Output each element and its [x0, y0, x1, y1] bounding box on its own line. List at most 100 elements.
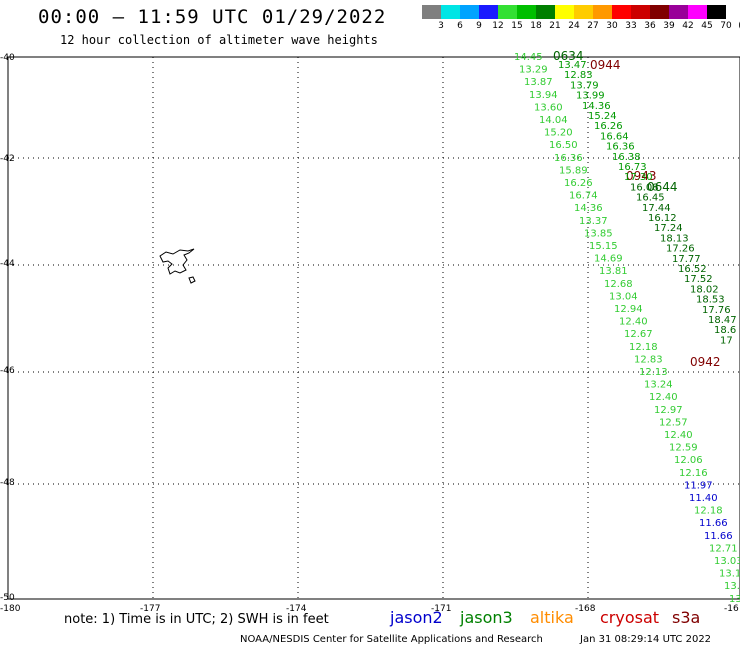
- track-a-value: 13.24: [644, 380, 673, 391]
- legend-label: 12: [492, 21, 504, 31]
- legend-swatch: [707, 5, 726, 19]
- track-b-value: 18.6: [714, 325, 736, 336]
- track-a-value: 14.69: [594, 254, 623, 265]
- track-a-value: 13.37: [579, 216, 608, 227]
- track-a-value: 12.83: [634, 354, 663, 365]
- track-a-value: 12.94: [614, 304, 643, 315]
- legend-label: 9: [476, 21, 482, 31]
- track-b-value: 17.26: [666, 244, 695, 255]
- track-a-value: 11.66: [704, 531, 733, 542]
- track-b-value: 18.53: [696, 295, 725, 306]
- track-a-value: 16.26: [564, 178, 593, 189]
- legend-label: 70: [720, 21, 732, 31]
- pass-label: 0644: [647, 180, 678, 194]
- legend-label: 15: [511, 21, 523, 31]
- track-b-value: 16.52: [678, 264, 707, 275]
- track-a-value: 13.87: [524, 77, 553, 88]
- track-b-value: 13.99: [576, 91, 605, 102]
- track-b-value: 17.77: [672, 254, 701, 265]
- track-a-value: 11.97: [684, 480, 713, 491]
- lat-label: -48: [0, 478, 15, 488]
- track-b-value: 13.47: [558, 60, 587, 71]
- track-b-value: 13.79: [570, 80, 599, 91]
- pass-label: 0634: [553, 49, 584, 63]
- track-a-value: 12.57: [659, 417, 688, 428]
- track-b-value: 16.12: [648, 213, 677, 224]
- track-a-value: 13.2: [724, 581, 740, 592]
- legend-swatch: [517, 5, 536, 19]
- chatham-islands: [159, 248, 196, 284]
- note-text: note: 1) Time is in UTC; 2) SWH is in fe…: [64, 612, 329, 627]
- legend-label: 6: [457, 21, 463, 31]
- track-a-value: 12.18: [629, 342, 658, 353]
- legend-swatch: [669, 5, 688, 19]
- track-a-value: 13.03: [714, 556, 740, 567]
- lon-label: -171: [431, 604, 452, 614]
- track-b-value: 16.45: [636, 193, 665, 204]
- map-grid: [8, 57, 740, 599]
- lat-label: -44: [0, 259, 15, 269]
- track-a-value: 12.59: [669, 443, 698, 454]
- legend-label: 18: [530, 21, 542, 31]
- legend-swatch: [631, 5, 650, 19]
- legend-label: 42: [682, 21, 694, 31]
- legend-swatch: [612, 5, 631, 19]
- track-b-value: 17.52: [684, 274, 713, 285]
- pass-label: 0944: [590, 58, 621, 72]
- track-a-value: 15.15: [589, 241, 618, 252]
- track-b-value: 17: [720, 335, 733, 346]
- track-a-value: 13.04: [609, 291, 638, 302]
- track-b-value: 18.02: [690, 284, 719, 295]
- legend-swatch: [593, 5, 612, 19]
- legend-color-bar: [422, 5, 726, 19]
- legend-label: 45: [701, 21, 713, 31]
- legend-label: 36: [644, 21, 656, 31]
- track-b-value: 18.13: [660, 233, 689, 244]
- track-b-value: 12.83: [564, 70, 593, 81]
- lon-label: -177: [140, 604, 161, 614]
- lon-label: -180: [0, 604, 21, 614]
- lat-label: -46: [0, 366, 15, 376]
- legend-swatch: [650, 5, 669, 19]
- track-a-value: 14.36: [574, 203, 603, 214]
- track-b-value: 16.36: [606, 142, 635, 153]
- track-a-value: 11.40: [689, 493, 718, 504]
- track-b-value: 16.38: [612, 152, 641, 163]
- lat-label: -42: [0, 154, 15, 164]
- legend-swatch: [441, 5, 460, 19]
- track-a-value: 15.20: [544, 128, 573, 139]
- track-b-value: 16.64: [600, 131, 629, 142]
- track-a-value: 14.45: [514, 52, 543, 63]
- track-b-value: 18.47: [708, 315, 737, 326]
- legend-swatch: [574, 5, 593, 19]
- track-b-value: 16.73: [618, 162, 647, 173]
- track-b-value: 16.26: [594, 121, 623, 132]
- track-b-value: 16.08: [630, 182, 659, 193]
- legend-swatch: [688, 5, 707, 19]
- track-b-value: 17.44: [642, 203, 671, 214]
- track-a-value: 12.06: [674, 455, 703, 466]
- legend-label: 30: [606, 21, 618, 31]
- legend-label: 24: [568, 21, 580, 31]
- page-subtitle: 12 hour collection of altimeter wave hei…: [60, 33, 378, 47]
- sat-altika: altika: [530, 608, 574, 627]
- legend-swatch: [498, 5, 517, 19]
- legend-swatch: [479, 5, 498, 19]
- track-a-value: 16.50: [549, 140, 578, 151]
- track-a-value: 15.89: [559, 165, 588, 176]
- lat-label: -50: [0, 593, 15, 603]
- track-b-value: 14.36: [582, 101, 611, 112]
- lon-label: -174: [286, 604, 307, 614]
- legend-label: 27: [587, 21, 599, 31]
- track-a-value: 14.04: [539, 115, 568, 126]
- track-a-value: 12.97: [654, 405, 683, 416]
- legend-label: 21: [549, 21, 561, 31]
- track-b-value: 17.24: [654, 223, 683, 234]
- lon-label: -16: [724, 604, 739, 614]
- legend-label: (ft): [730, 21, 740, 31]
- track-a-value: 12.13: [639, 367, 668, 378]
- legend-swatch: [555, 5, 574, 19]
- footer-credit: NOAA/NESDIS Center for Satellite Applica…: [240, 634, 543, 645]
